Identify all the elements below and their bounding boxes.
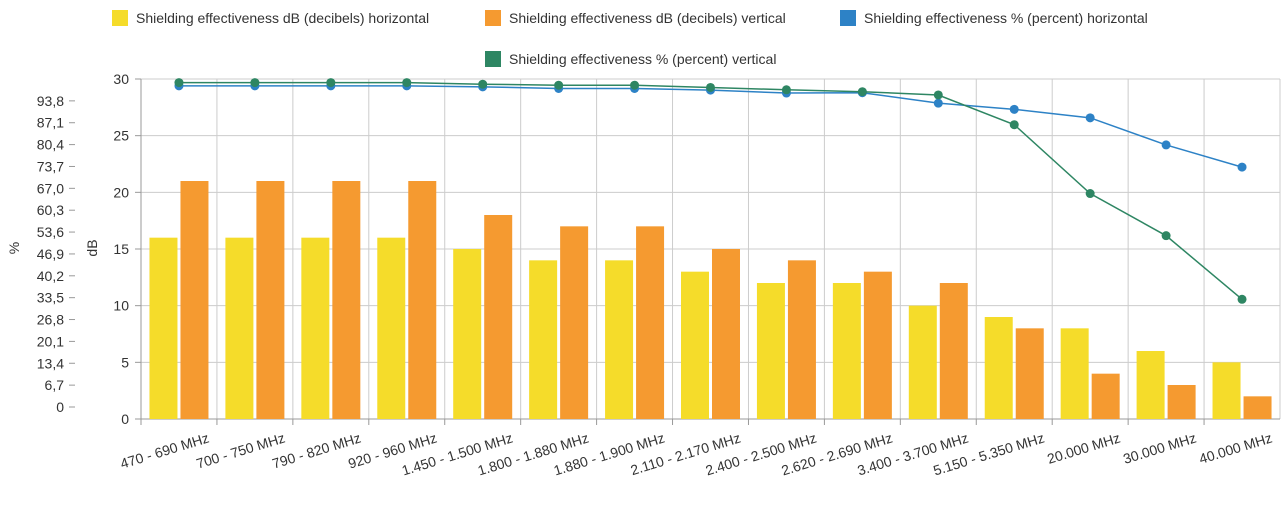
bar bbox=[560, 226, 589, 419]
legend-swatch bbox=[485, 10, 501, 26]
legend: Shielding effectiveness dB (decibels) ho… bbox=[112, 10, 1148, 67]
line-point bbox=[1085, 113, 1095, 123]
legend-label: Shielding effectiveness dB (decibels) ho… bbox=[136, 10, 429, 26]
y-tick-label-db: 20 bbox=[113, 184, 129, 200]
bar bbox=[939, 283, 968, 419]
y-tick-label-percent: 87,1 bbox=[37, 115, 64, 131]
bar bbox=[787, 260, 816, 419]
y-tick-label-percent: 67,0 bbox=[37, 180, 64, 196]
legend-swatch bbox=[112, 10, 128, 26]
bar bbox=[984, 317, 1013, 419]
line-point bbox=[933, 90, 943, 100]
bar bbox=[681, 271, 709, 419]
lines bbox=[174, 78, 1247, 304]
line-point bbox=[781, 85, 791, 95]
y-axis-title-percent: % bbox=[6, 242, 22, 254]
y-tick-label-percent: 20,1 bbox=[37, 333, 64, 349]
y-tick-label-percent: 26,8 bbox=[37, 312, 64, 328]
bar bbox=[832, 283, 861, 419]
legend-swatch bbox=[840, 10, 856, 26]
y-tick-label-db: 25 bbox=[113, 128, 129, 144]
bar bbox=[225, 237, 254, 419]
x-tick-label: 40.000 MHz bbox=[1197, 430, 1274, 467]
bar bbox=[377, 237, 406, 419]
line-point bbox=[1237, 162, 1247, 172]
bar bbox=[605, 260, 634, 419]
y-tick-label-percent: 6,7 bbox=[45, 377, 65, 393]
bars bbox=[149, 181, 1272, 419]
legend-swatch bbox=[485, 51, 501, 67]
y-tick-label-percent: 46,9 bbox=[37, 246, 64, 262]
line-point bbox=[630, 80, 640, 90]
bar bbox=[408, 181, 437, 419]
bar bbox=[301, 237, 330, 419]
line-point bbox=[1009, 120, 1019, 130]
y-tick-label-percent: 73,7 bbox=[37, 158, 64, 174]
bar bbox=[453, 249, 482, 419]
bar bbox=[1136, 351, 1165, 419]
y-tick-label-db: 0 bbox=[121, 411, 129, 427]
bar bbox=[636, 226, 665, 419]
y-tick-label-percent: 80,4 bbox=[37, 137, 64, 153]
y-tick-label-db: 30 bbox=[113, 71, 129, 87]
bar bbox=[863, 271, 892, 419]
line-point bbox=[933, 98, 943, 108]
bar bbox=[1243, 396, 1272, 419]
legend-label: Shielding effectiveness % (percent) hori… bbox=[864, 10, 1148, 26]
x-tick-label: 20.000 MHz bbox=[1045, 430, 1122, 467]
line-point bbox=[706, 82, 715, 92]
bar bbox=[529, 260, 558, 419]
y-tick-label-db: 10 bbox=[113, 298, 129, 314]
bar bbox=[1060, 328, 1089, 419]
line-point bbox=[402, 78, 412, 88]
y-tick-label-db: 15 bbox=[113, 241, 129, 257]
line-point bbox=[1161, 231, 1171, 241]
x-tick-label: 30.000 MHz bbox=[1121, 430, 1198, 467]
line-point bbox=[250, 78, 260, 88]
line-point bbox=[174, 78, 184, 88]
y-axis-title-db: dB bbox=[84, 239, 100, 256]
bar bbox=[256, 181, 285, 419]
bar bbox=[1015, 328, 1044, 419]
line-point bbox=[554, 80, 564, 90]
series-line bbox=[178, 85, 1243, 168]
bar bbox=[332, 181, 361, 419]
line-point bbox=[478, 79, 488, 89]
line-point bbox=[1161, 140, 1171, 150]
bar bbox=[149, 237, 178, 419]
grid bbox=[140, 78, 1281, 420]
y-tick-label-db: 5 bbox=[121, 354, 129, 370]
line-point bbox=[857, 87, 867, 97]
legend-label: Shielding effectiveness % (percent) vert… bbox=[509, 51, 776, 67]
y-tick-label-percent: 93,8 bbox=[37, 93, 64, 109]
legend-label: Shielding effectiveness dB (decibels) ve… bbox=[509, 10, 786, 26]
bar bbox=[1167, 385, 1196, 419]
bar bbox=[756, 283, 785, 419]
bar bbox=[908, 305, 937, 419]
bar bbox=[1091, 373, 1120, 419]
bar bbox=[712, 249, 740, 419]
line-point bbox=[1009, 104, 1019, 114]
y-tick-labels: 0 5 10 15 20 25 30 0 6,7 13,4 20,1 26,8 33,5 40,2 46,9… bbox=[37, 71, 141, 427]
line-point bbox=[326, 78, 336, 88]
bar bbox=[1212, 362, 1241, 419]
y-tick-label-percent: 60,3 bbox=[37, 202, 64, 218]
y-tick-label-percent: 53,6 bbox=[37, 224, 64, 240]
bar bbox=[484, 215, 513, 419]
y-tick-label-percent: 0 bbox=[56, 399, 64, 415]
y-tick-label-percent: 33,5 bbox=[37, 290, 64, 306]
line-point bbox=[1085, 189, 1095, 199]
y-tick-label-percent: 40,2 bbox=[37, 268, 64, 284]
bar bbox=[180, 181, 209, 419]
line-point bbox=[1237, 294, 1247, 304]
y-tick-label-percent: 13,4 bbox=[37, 355, 64, 371]
